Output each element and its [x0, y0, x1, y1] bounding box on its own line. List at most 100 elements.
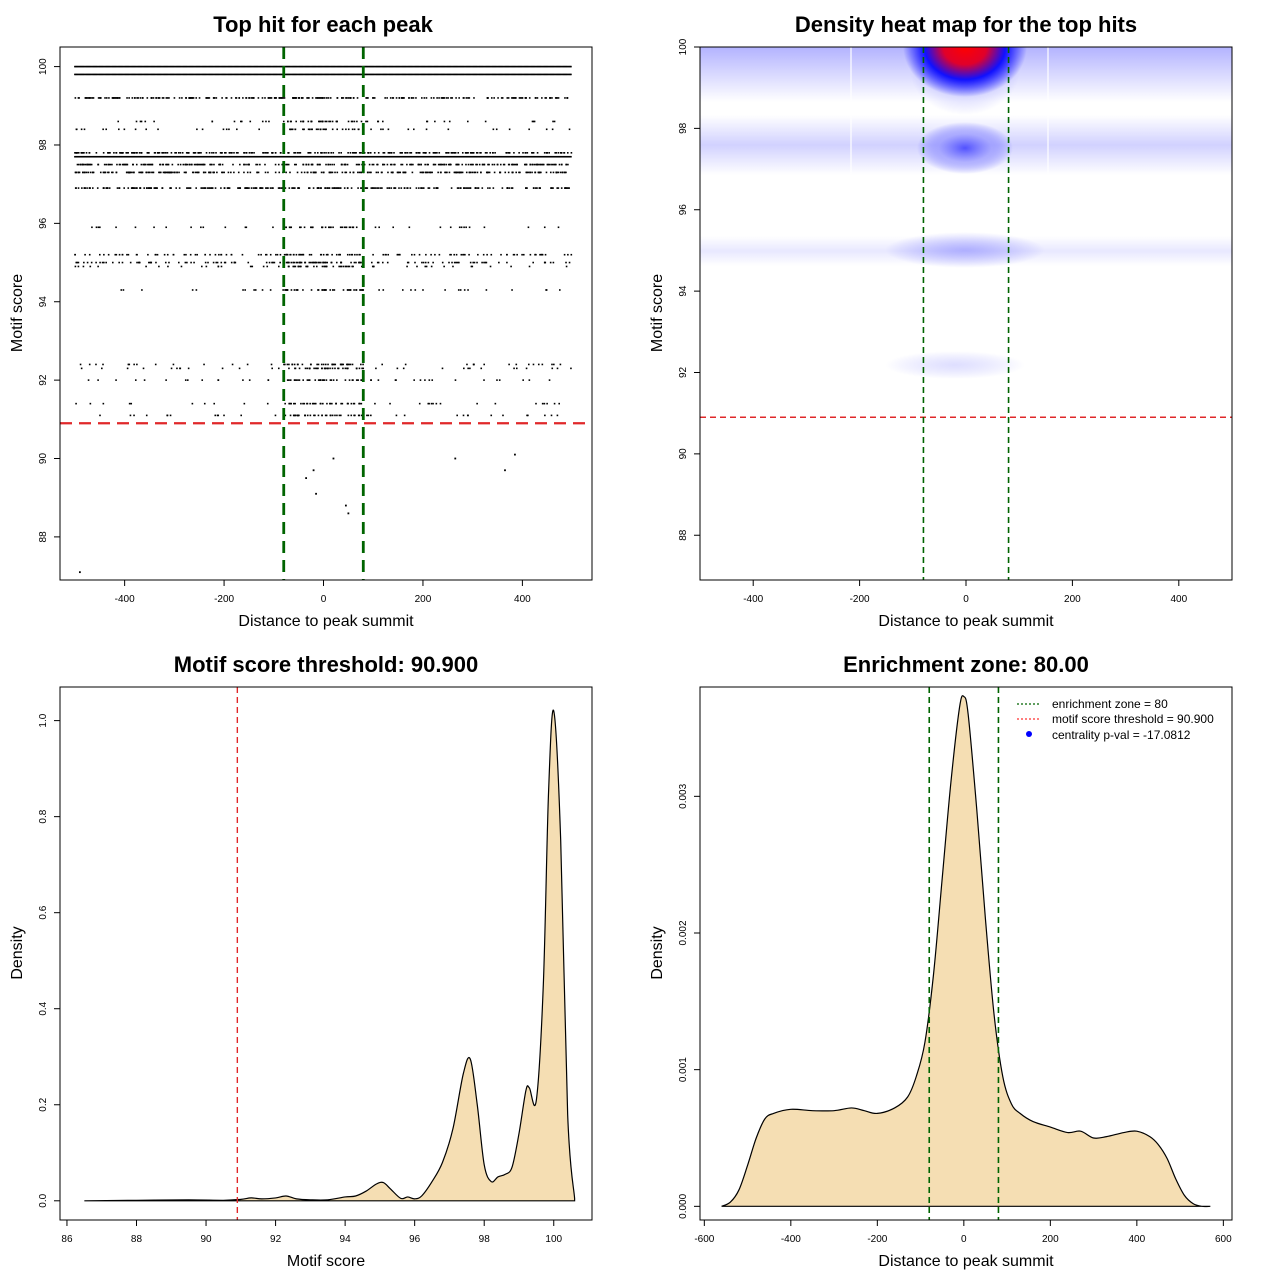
scatter-point — [121, 155, 124, 158]
scatter-point — [360, 120, 363, 123]
scatter-point — [406, 155, 409, 158]
scatter-point — [282, 97, 285, 99]
scatter-point — [180, 265, 183, 268]
scatter-point — [158, 155, 160, 158]
scatter-point — [316, 367, 318, 370]
scatter-point — [528, 73, 531, 76]
scatter-point — [207, 97, 209, 99]
scatter-point — [467, 155, 469, 158]
scatter-point — [440, 163, 442, 166]
scatter-point — [310, 289, 313, 291]
scatter-point — [204, 171, 207, 174]
scatter-point — [457, 289, 460, 291]
scatter-point — [138, 171, 140, 174]
scatter-point — [333, 73, 335, 76]
y-tick-label: 94 — [678, 285, 689, 297]
scatter-point — [491, 163, 494, 166]
scatter-point — [317, 363, 320, 366]
scatter-point — [296, 65, 299, 68]
scatter-point — [201, 155, 204, 158]
scatter-point — [560, 73, 563, 76]
scatter-point — [203, 402, 206, 405]
scatter-point — [413, 65, 416, 68]
scatter-point — [422, 73, 424, 76]
scatter-point — [346, 163, 349, 166]
scatter-point — [175, 187, 178, 189]
scatter-point — [533, 120, 536, 123]
scatter-point — [360, 363, 362, 366]
scatter-point — [469, 171, 472, 174]
scatter-point — [496, 163, 499, 166]
scatter-point — [547, 65, 550, 68]
scatter-point — [219, 163, 221, 166]
scatter-point — [111, 171, 113, 174]
scatter-point — [419, 379, 422, 381]
scatter-point — [152, 155, 154, 158]
scatter-point — [131, 171, 133, 174]
scatter-point — [393, 152, 395, 154]
scatter-point — [217, 265, 220, 268]
scatter-point — [284, 187, 287, 189]
scatter-point — [331, 73, 333, 76]
scatter-point — [262, 73, 264, 76]
scatter-point — [541, 155, 544, 158]
scatter-point — [153, 226, 155, 229]
scatter-point — [135, 65, 138, 68]
scatter-point — [568, 73, 571, 76]
scatter-point — [428, 171, 431, 174]
scatter-point — [152, 73, 154, 76]
scatter-point — [411, 253, 413, 256]
scatter-point — [323, 97, 326, 99]
scatter-point — [430, 73, 433, 76]
scatter-point — [387, 128, 390, 131]
scatter-point — [265, 120, 267, 123]
scatter-point — [460, 65, 462, 68]
scatter-point — [258, 73, 261, 76]
scatter-point — [462, 253, 465, 256]
scatter-point — [123, 163, 125, 166]
scatter-point — [447, 152, 449, 154]
scatter-point — [501, 73, 504, 76]
scatter-point — [238, 367, 241, 370]
scatter-point — [507, 155, 509, 158]
scatter-point — [419, 65, 422, 68]
scatter-point — [507, 97, 510, 99]
heatmap-spot-100 — [903, 47, 1027, 97]
scatter-point — [300, 261, 303, 264]
scatter-point — [297, 187, 299, 189]
scatter-point — [323, 265, 325, 268]
scatter-point — [131, 163, 134, 166]
scatter-point — [311, 402, 314, 405]
scatter-point — [91, 155, 94, 158]
scatter-point — [410, 152, 413, 154]
scatter-point — [421, 261, 423, 264]
scatter-point — [77, 171, 80, 174]
scatter-point — [145, 414, 148, 417]
scatter-plot-frame — [59, 46, 593, 581]
scatter-point — [321, 226, 323, 229]
scatter-point — [309, 152, 312, 154]
scatter-point — [261, 187, 264, 189]
scatter-point — [191, 171, 194, 174]
scatter-point — [507, 163, 510, 166]
scatter-point — [127, 155, 129, 158]
scatter-point — [404, 73, 406, 76]
scatter-point — [531, 120, 534, 123]
scatter-point — [463, 226, 465, 229]
scatter-point — [220, 152, 223, 154]
scatter-point — [551, 363, 553, 366]
scatter-point — [295, 253, 298, 256]
scatter-point — [506, 97, 509, 99]
scatter-point — [323, 379, 326, 381]
scatter-point — [397, 155, 399, 158]
scatter-point — [201, 187, 204, 189]
scatter-point — [410, 155, 412, 158]
scatter-point — [306, 402, 309, 405]
scatter-point — [497, 73, 500, 76]
scatter-point — [564, 171, 566, 174]
scatter-point — [349, 155, 352, 158]
scatter-point — [559, 152, 562, 154]
scatter-point — [74, 73, 76, 76]
scatter-point — [553, 73, 556, 76]
scatter-point — [548, 379, 551, 381]
